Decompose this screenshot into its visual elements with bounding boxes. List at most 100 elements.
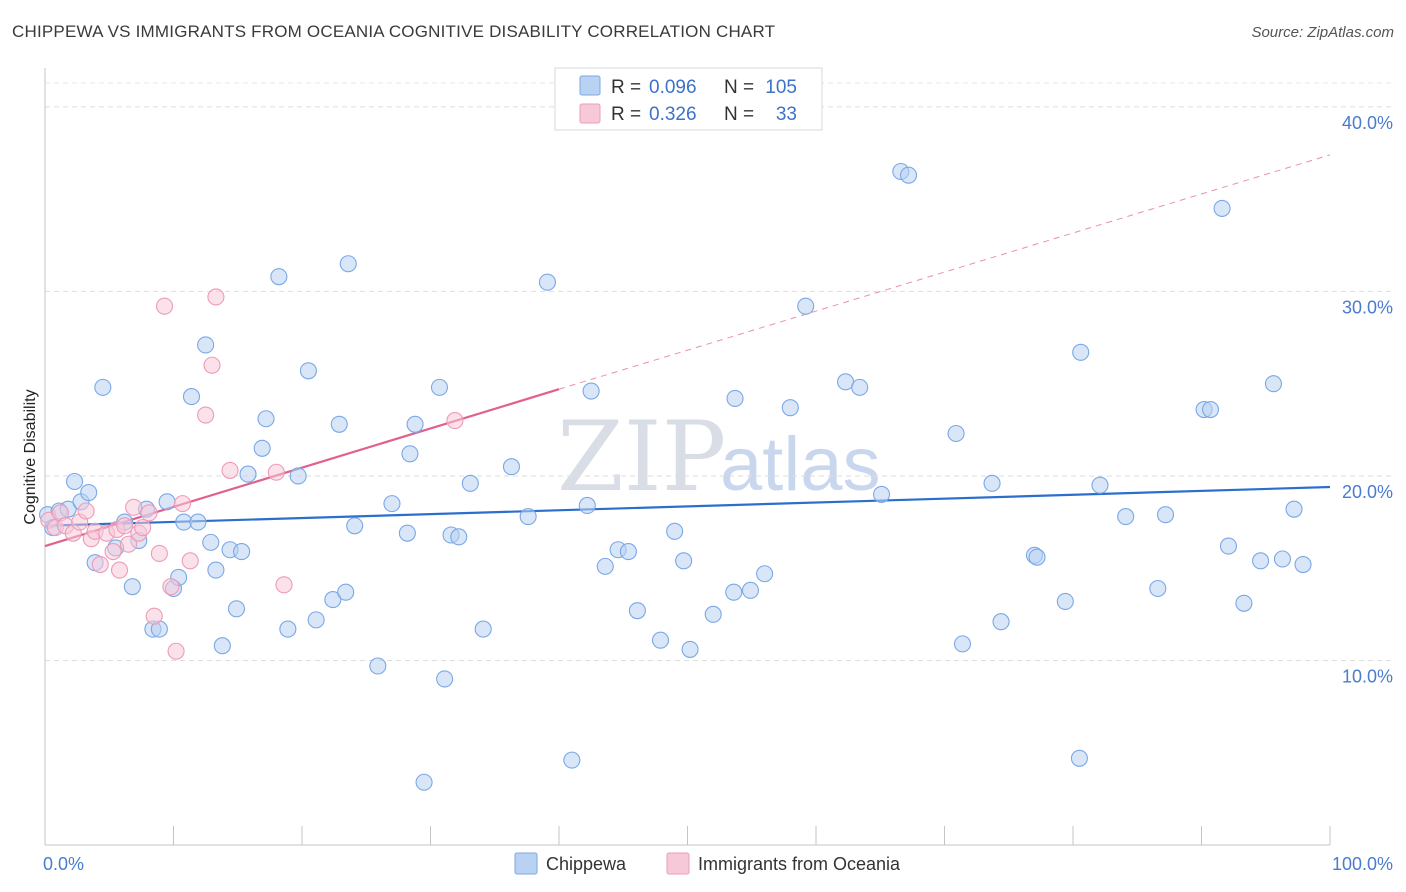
y-tick-label: 20.0% xyxy=(1342,482,1393,502)
chippewa-point xyxy=(725,583,743,601)
chippewa-point xyxy=(383,495,401,513)
bottom-legend-label-oceania: Immigrants from Oceania xyxy=(698,854,901,874)
oceania-point xyxy=(77,502,95,520)
chippewa-point xyxy=(66,472,84,491)
chippewa-point xyxy=(538,273,556,291)
y-tick-label: 10.0% xyxy=(1342,666,1393,686)
chippewa-point xyxy=(675,552,693,570)
chippewa-point xyxy=(461,474,479,492)
legend-r-label: R = xyxy=(611,104,641,125)
chippewa-point xyxy=(582,382,600,400)
oceania-point xyxy=(134,519,152,537)
legend-n-value: 33 xyxy=(776,104,797,125)
chippewa-point xyxy=(1294,555,1312,574)
oceania-point xyxy=(197,406,215,424)
oceania-point xyxy=(155,297,174,315)
chippewa-point xyxy=(207,561,225,579)
oceania-point xyxy=(446,412,464,430)
chippewa-point xyxy=(227,600,246,618)
chippewa-point xyxy=(651,631,670,649)
chippewa-point xyxy=(158,493,176,511)
oceania-point xyxy=(150,544,168,563)
chippewa-point xyxy=(1028,548,1046,566)
source-credit: Source: ZipAtlas.com xyxy=(1251,24,1394,41)
oceania-point xyxy=(140,504,158,522)
chippewa-point xyxy=(123,578,141,596)
chippewa-point xyxy=(704,605,722,623)
chippewa-point xyxy=(1149,579,1167,598)
oceania-point xyxy=(181,552,199,570)
oceania-point xyxy=(110,561,129,579)
legend-r-label: R = xyxy=(611,77,641,98)
chippewa-point xyxy=(983,474,1001,492)
chippewa-point xyxy=(797,297,815,315)
oceania-point xyxy=(162,578,180,596)
gridlines xyxy=(45,82,1393,661)
oceania-point xyxy=(207,288,225,306)
chippewa-point xyxy=(1070,749,1088,767)
oceania-point xyxy=(116,517,134,535)
chippewa-point xyxy=(578,496,596,515)
chippewa-trend-line xyxy=(44,485,1331,527)
chippewa-point xyxy=(1091,476,1109,494)
chippewa-point xyxy=(330,415,348,433)
chippewa-point xyxy=(519,507,537,526)
oceania-point xyxy=(167,642,185,660)
oceania-point xyxy=(267,463,285,481)
chippewa-point xyxy=(307,611,325,629)
chippewa-point xyxy=(681,640,699,658)
chippewa-point xyxy=(369,657,387,675)
chippewa-point xyxy=(596,557,614,575)
chippewa-point xyxy=(339,255,357,273)
chippewa-point xyxy=(1273,550,1292,568)
oceania-point xyxy=(119,535,138,553)
watermark: ZIP atlas xyxy=(557,401,881,513)
legend-r-value: 0.096 xyxy=(649,77,697,98)
tick-labels: 10.0% 20.0% 30.0% 40.0% 0.0% 100.0% xyxy=(43,113,1393,874)
chippewa-point xyxy=(1201,400,1220,419)
oceania-point xyxy=(145,607,163,625)
chippewa-point xyxy=(94,378,112,396)
legend-swatch-chippewa xyxy=(579,75,601,96)
oceania-point xyxy=(125,498,143,516)
y-tick-label: 30.0% xyxy=(1342,297,1393,317)
chippewa-point xyxy=(239,465,257,483)
chippewa-point xyxy=(1285,500,1303,518)
chippewa-point xyxy=(1213,199,1231,217)
chippewa-point xyxy=(563,751,581,769)
watermark-zip: ZIP xyxy=(557,401,726,513)
chippewa-point xyxy=(346,517,364,535)
chippewa-point xyxy=(1056,592,1074,610)
chippewa-point xyxy=(270,268,288,286)
oceania-point xyxy=(275,576,293,594)
oceania-point xyxy=(203,356,221,374)
chippewa-point xyxy=(299,362,317,380)
chippewa-point xyxy=(947,424,965,443)
chippewa-point xyxy=(213,637,231,655)
bottom-legend-swatch-chippewa xyxy=(514,852,538,875)
chippewa-point xyxy=(233,543,251,561)
bottom-legend-swatch-oceania xyxy=(666,852,690,875)
chippewa-point xyxy=(415,773,433,791)
chippewa-point xyxy=(756,565,774,583)
chippewa-point xyxy=(741,581,760,599)
chippewa-point xyxy=(899,166,918,184)
chippewa-point xyxy=(628,602,646,620)
y-axis-label: Cognitive Disability xyxy=(22,389,39,524)
chippewa-point xyxy=(337,583,355,601)
chippewa-point xyxy=(398,524,416,542)
chippewa-point xyxy=(851,378,869,396)
chippewa-point xyxy=(872,485,891,503)
chippewa-point xyxy=(1219,537,1238,555)
legend: R = 0.096 N = 105 R = 0.326 N = 33 xyxy=(554,67,823,131)
chippewa-point xyxy=(781,399,799,417)
chippewa-point xyxy=(401,445,419,463)
chippewa-point xyxy=(406,415,424,433)
chippewa-point xyxy=(992,613,1010,631)
chippewa-point xyxy=(289,467,307,485)
legend-n-value: 105 xyxy=(765,77,797,98)
chippewa-point xyxy=(253,439,271,457)
y-tick-label: 40.0% xyxy=(1342,113,1393,133)
chippewa-point xyxy=(189,513,207,531)
